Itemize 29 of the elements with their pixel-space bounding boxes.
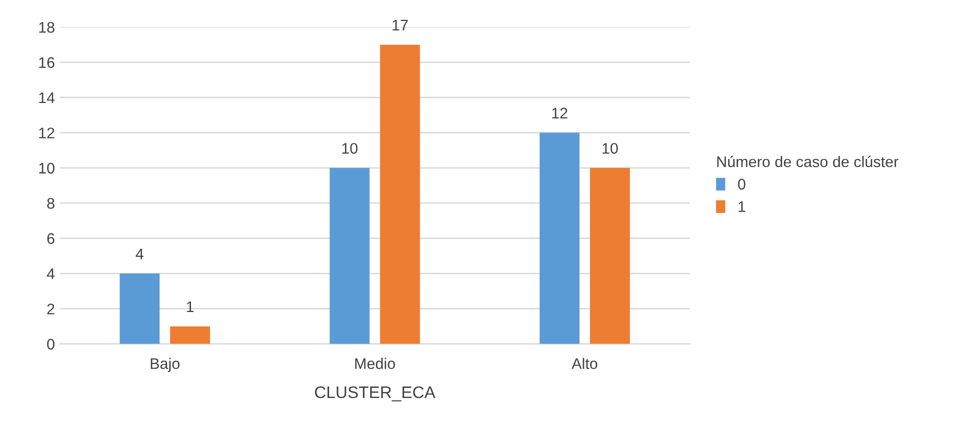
y-tick-label: 18 bbox=[39, 22, 54, 33]
y-tick-label: 10 bbox=[39, 162, 54, 174]
y-tick-label: 6 bbox=[47, 233, 54, 244]
legend-title: Número de caso de clúster bbox=[717, 156, 898, 168]
y-tick-label: 4 bbox=[46, 268, 55, 280]
data-label: 17 bbox=[392, 20, 408, 30]
x-tick-label: Medio bbox=[355, 358, 395, 370]
bar bbox=[380, 44, 420, 344]
legend-label: 1 bbox=[738, 201, 746, 212]
bar bbox=[330, 168, 370, 344]
bar bbox=[540, 132, 580, 344]
data-label: 1 bbox=[186, 302, 194, 312]
y-tick-label: 14 bbox=[39, 92, 55, 104]
y-tick-label: 12 bbox=[39, 128, 54, 138]
x-tick-label: Bajo bbox=[150, 358, 180, 372]
y-tick-label: 16 bbox=[39, 57, 54, 68]
data-label: 4 bbox=[136, 248, 144, 260]
y-tick-label: 0 bbox=[47, 338, 54, 350]
bar bbox=[170, 326, 210, 344]
x-tick-label: Alto bbox=[572, 358, 598, 370]
legend-label: 0 bbox=[738, 178, 746, 190]
x-axis-title: CLUSTER_ECA bbox=[314, 386, 436, 402]
data-label: 12 bbox=[552, 108, 568, 118]
bar bbox=[120, 274, 160, 344]
data-label: 10 bbox=[342, 142, 358, 154]
bar bbox=[590, 168, 630, 344]
y-tick-label: 8 bbox=[47, 198, 54, 209]
y-tick-label: 2 bbox=[47, 304, 54, 314]
data-label: 10 bbox=[602, 142, 618, 154]
